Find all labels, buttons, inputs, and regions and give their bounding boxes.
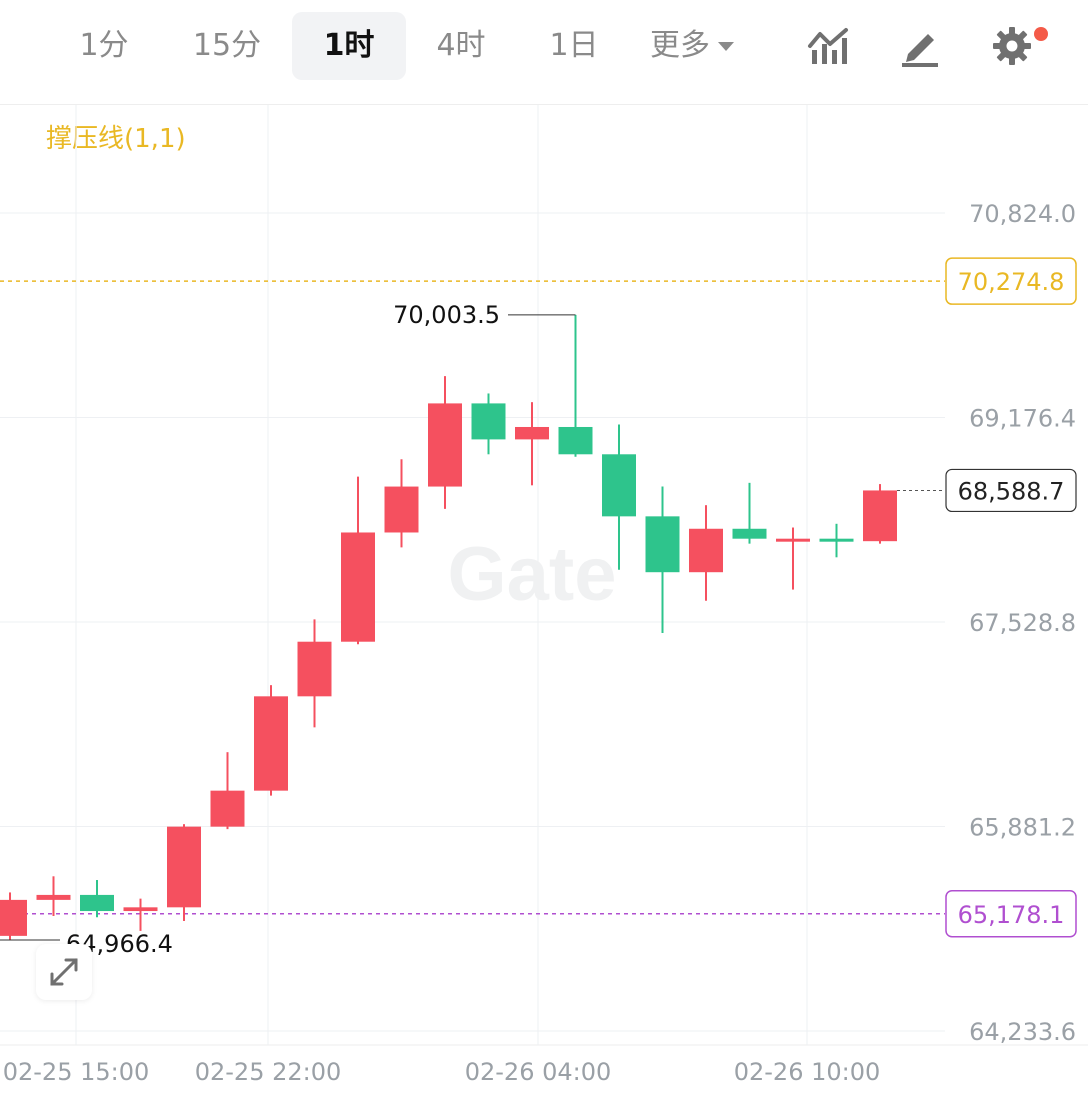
- candlestick-chart[interactable]: Gate 70,824.0 69,176.4 67,528.8 65,881.2 64,2…: [0, 105, 1088, 1093]
- candle-body: [645, 516, 680, 573]
- support-price-label: 65,178.1: [958, 901, 1065, 929]
- notification-dot: [1034, 27, 1048, 41]
- high-marker-label: 70,003.5: [393, 301, 500, 329]
- candle-body: [863, 490, 897, 542]
- expand-icon: [50, 958, 78, 986]
- candle-body: [210, 790, 245, 827]
- candle-body: [80, 894, 114, 912]
- tab-15min[interactable]: 15分: [192, 28, 262, 63]
- x-tick-label: 02-25 15:00: [3, 1058, 150, 1086]
- expand-chart-button[interactable]: [36, 944, 92, 1000]
- last-price-label: 68,588.7: [958, 477, 1065, 505]
- indicator-label[interactable]: 撑压线(1,1): [46, 124, 186, 154]
- candle-body: [428, 403, 462, 487]
- interval-toolbar: 1分 15分 1时 4时 1日 更多: [0, 0, 1088, 105]
- candle-body: [36, 894, 71, 900]
- tab-1min[interactable]: 1分: [79, 28, 129, 63]
- draw-icon[interactable]: [898, 24, 942, 68]
- more-label: 更多: [650, 28, 710, 63]
- x-tick-label: 02-26 04:00: [465, 1058, 612, 1086]
- settings-icon[interactable]: [990, 24, 1034, 68]
- candle-body: [0, 899, 27, 936]
- caret-down-icon: [718, 42, 734, 51]
- y-tick-label: 67,528.8: [969, 609, 1076, 637]
- watermark-text: Gate: [448, 532, 617, 617]
- candle-body: [297, 641, 332, 697]
- candle-body: [341, 532, 375, 642]
- candle-body: [776, 538, 810, 542]
- chart-type-icon[interactable]: [806, 24, 850, 68]
- more-intervals-dropdown[interactable]: 更多: [650, 12, 734, 80]
- x-tick-label: 02-25 22:00: [195, 1058, 342, 1086]
- y-tick-label: 64,233.6: [969, 1018, 1076, 1046]
- tab-4hour[interactable]: 4时: [436, 28, 486, 63]
- candle-body: [819, 538, 854, 542]
- y-tick-label: 65,881.2: [969, 814, 1076, 842]
- last-price-box: [945, 468, 1077, 513]
- candle-body: [167, 826, 201, 908]
- tab-1hour[interactable]: 1时: [292, 12, 406, 80]
- candle-body: [689, 528, 723, 573]
- candle-body: [254, 696, 288, 791]
- candle-body: [123, 907, 158, 912]
- candle-body: [515, 426, 549, 440]
- candle-body: [732, 528, 767, 539]
- resistance-price-label: 70,274.8: [958, 268, 1065, 296]
- support-price-box: [945, 890, 1077, 938]
- tab-1day[interactable]: 1日: [549, 28, 599, 63]
- candle-body: [471, 403, 506, 440]
- resistance-price-box: [945, 257, 1077, 305]
- candle-body: [602, 454, 636, 517]
- y-tick-label: 70,824.0: [969, 200, 1076, 228]
- y-tick-label: 69,176.4: [969, 405, 1076, 433]
- x-tick-label: 02-26 10:00: [734, 1058, 881, 1086]
- candle-body: [558, 426, 593, 455]
- candle-body: [384, 486, 419, 533]
